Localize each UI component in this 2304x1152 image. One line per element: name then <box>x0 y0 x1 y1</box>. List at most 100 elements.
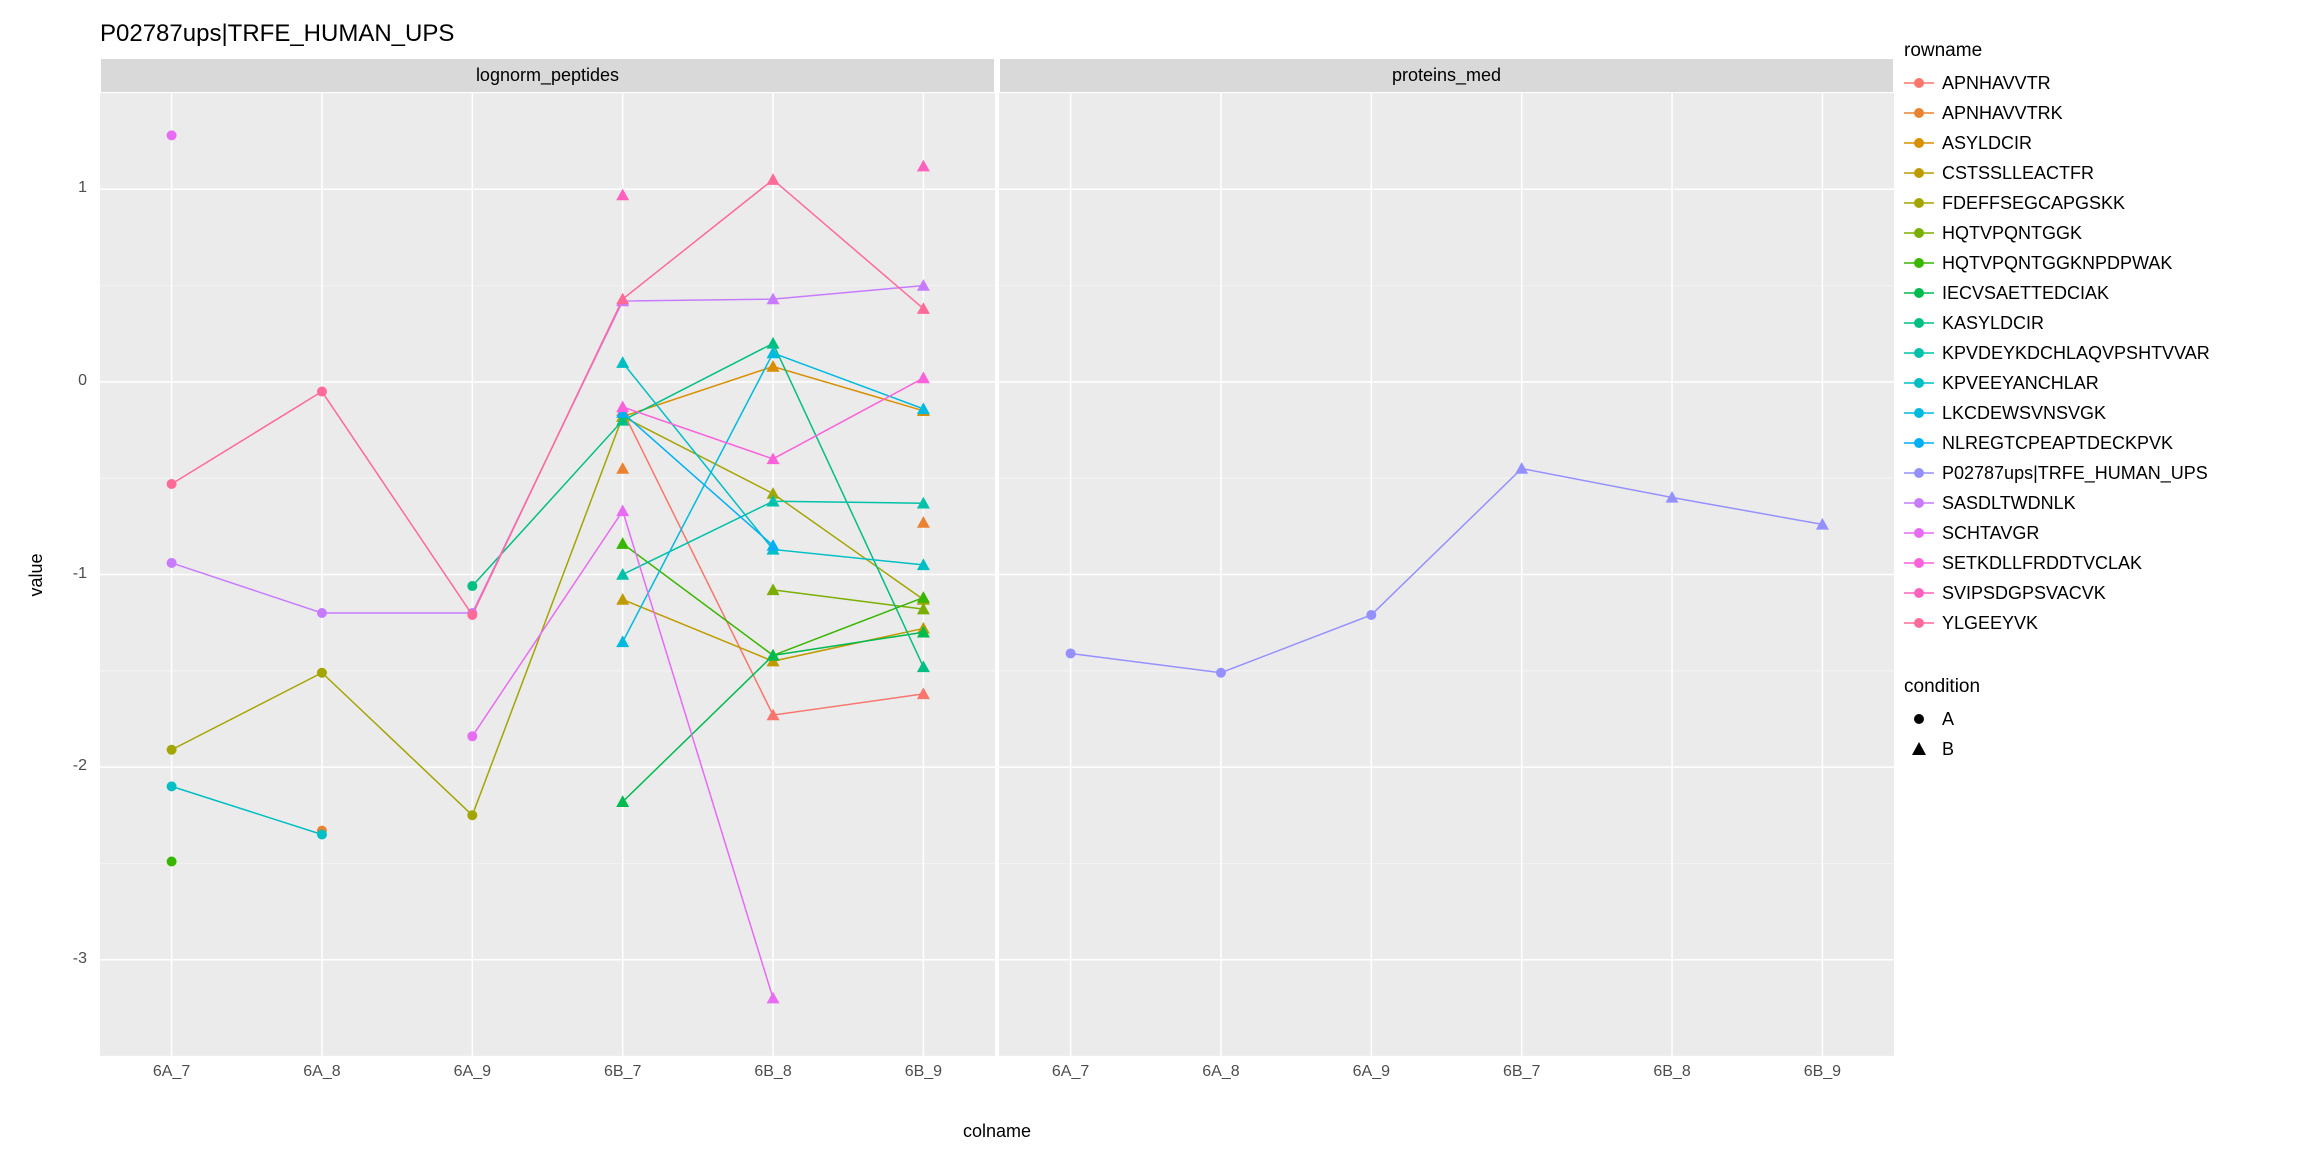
y-tick-label: -1 <box>73 565 87 583</box>
svg-text:6B_8: 6B_8 <box>754 1063 791 1080</box>
svg-text:6B_7: 6B_7 <box>604 1063 641 1080</box>
legend-shape-swatch <box>1904 708 1934 730</box>
legend-item: APNHAVVTR <box>1904 70 2284 96</box>
x-tick-area: 6A_7 6A_8 6A_9 6B_7 6B_8 6B_9 <box>100 1056 995 1116</box>
y-tick-label: -3 <box>73 950 87 968</box>
legend-label: CSTSSLLEACTFR <box>1942 163 2094 184</box>
svg-text:6A_7: 6A_7 <box>1052 1063 1089 1080</box>
y-tick-label: 0 <box>78 372 87 390</box>
svg-text:6B_9: 6B_9 <box>1804 1063 1841 1080</box>
legend-swatch <box>1904 252 1934 274</box>
plot-panel: -3-2-101value <box>100 93 995 1056</box>
legend-label: SETKDLLFRDDTVCLAK <box>1942 553 2142 574</box>
legend-swatch <box>1904 552 1934 574</box>
legend-item: KPVDEYKDCHLAQVPSHTVVAR <box>1904 340 2284 366</box>
legend-swatch <box>1904 222 1934 244</box>
legend-item: ASYLDCIR <box>1904 130 2284 156</box>
legend-item: FDEFFSEGCAPGSKK <box>1904 190 2284 216</box>
legend-label: SASDLTWDNLK <box>1942 493 2076 514</box>
legend-swatch <box>1904 72 1934 94</box>
legend-item: SCHTAVGR <box>1904 520 2284 546</box>
legend-condition-items: A B <box>1904 706 2284 762</box>
y-axis-title: value <box>26 553 47 596</box>
legend-item: APNHAVVTRK <box>1904 100 2284 126</box>
legend-label: APNHAVVTR <box>1942 73 2051 94</box>
legend-swatch <box>1904 192 1934 214</box>
y-tick-label: 1 <box>78 179 87 197</box>
legend-condition-label: B <box>1942 739 1954 760</box>
svg-text:6A_9: 6A_9 <box>454 1063 491 1080</box>
legend-label: HQTVPQNTGGKNPDPWAK <box>1942 253 2172 274</box>
legend-swatch <box>1904 372 1934 394</box>
y-tick-label: -2 <box>73 757 87 775</box>
legend-item: HQTVPQNTGGKNPDPWAK <box>1904 250 2284 276</box>
legend-label: ASYLDCIR <box>1942 133 2032 154</box>
legend-label: P02787ups|TRFE_HUMAN_UPS <box>1942 463 2208 484</box>
legend-label: SVIPSDGPSVACVK <box>1942 583 2106 604</box>
chart-area: P02787ups|TRFE_HUMAN_UPS lognorm_peptide… <box>10 10 1894 1142</box>
plot-panel <box>999 93 1894 1056</box>
legend-item: YLGEEYVK <box>1904 610 2284 636</box>
legend-condition: condition A B <box>1904 676 2284 762</box>
legend-swatch <box>1904 582 1934 604</box>
legend-label: HQTVPQNTGGK <box>1942 223 2082 244</box>
legend-label: APNHAVVTRK <box>1942 103 2063 124</box>
legend-item: NLREGTCPEAPTDECKPVK <box>1904 430 2284 456</box>
legend-condition-item: B <box>1904 736 2284 762</box>
legend-rowname-items: APNHAVVTR APNHAVVTRK ASYLDCIR CSTSSLLEAC… <box>1904 70 2284 636</box>
legend-shape-swatch <box>1904 738 1934 760</box>
legend-condition-label: A <box>1942 709 1954 730</box>
svg-text:6A_8: 6A_8 <box>303 1063 340 1080</box>
legend-swatch <box>1904 612 1934 634</box>
legend-item: KPVEEYANCHLAR <box>1904 370 2284 396</box>
legend-swatch <box>1904 432 1934 454</box>
legend-label: NLREGTCPEAPTDECKPVK <box>1942 433 2173 454</box>
legend-item: HQTVPQNTGGK <box>1904 220 2284 246</box>
legend-item: SASDLTWDNLK <box>1904 490 2284 516</box>
facet: proteins_med 6A_7 6A_8 6A_9 6B_7 6B_8 6B_9 <box>999 58 1894 1116</box>
legend-swatch <box>1904 102 1934 124</box>
legend-item: CSTSSLLEACTFR <box>1904 160 2284 186</box>
legend-label: FDEFFSEGCAPGSKK <box>1942 193 2125 214</box>
legend-label: IECVSAETTEDCIAK <box>1942 283 2109 304</box>
legend-label: KASYLDCIR <box>1942 313 2044 334</box>
x-axis-title: colname <box>10 1116 1894 1142</box>
legend-label: YLGEEYVK <box>1942 613 2038 634</box>
legend-item: IECVSAETTEDCIAK <box>1904 280 2284 306</box>
legend-swatch <box>1904 132 1934 154</box>
legend-condition-item: A <box>1904 706 2284 732</box>
legend-swatch <box>1904 462 1934 484</box>
legend: rowname APNHAVVTR APNHAVVTRK ASYLDCIR <box>1894 10 2294 1142</box>
x-tick-area: 6A_7 6A_8 6A_9 6B_7 6B_8 6B_9 <box>999 1056 1894 1116</box>
svg-text:6B_7: 6B_7 <box>1503 1063 1540 1080</box>
facet: lognorm_peptides-3-2-101value6A_76A_86A_… <box>100 58 995 1116</box>
facet-row: lognorm_peptides-3-2-101value6A_76A_86A_… <box>10 58 1894 1116</box>
legend-item: P02787ups|TRFE_HUMAN_UPS <box>1904 460 2284 486</box>
legend-swatch <box>1904 162 1934 184</box>
legend-item: SVIPSDGPSVACVK <box>1904 580 2284 606</box>
svg-text:6A_8: 6A_8 <box>1202 1063 1239 1080</box>
legend-swatch <box>1904 312 1934 334</box>
svg-text:6A_9: 6A_9 <box>1353 1063 1390 1080</box>
legend-label: KPVDEYKDCHLAQVPSHTVVAR <box>1942 343 2210 364</box>
legend-label: SCHTAVGR <box>1942 523 2039 544</box>
legend-swatch <box>1904 522 1934 544</box>
chart-title: P02787ups|TRFE_HUMAN_UPS <box>10 10 1894 58</box>
legend-label: LKCDEWSVNSVGK <box>1942 403 2106 424</box>
svg-text:6B_9: 6B_9 <box>905 1063 942 1080</box>
facet-strip: proteins_med <box>999 58 1894 93</box>
legend-swatch <box>1904 402 1934 424</box>
legend-rowname-title: rowname <box>1904 40 2284 62</box>
chart-container: P02787ups|TRFE_HUMAN_UPS lognorm_peptide… <box>0 0 2304 1152</box>
legend-swatch <box>1904 492 1934 514</box>
legend-item: LKCDEWSVNSVGK <box>1904 400 2284 426</box>
legend-item: KASYLDCIR <box>1904 310 2284 336</box>
svg-text:6B_8: 6B_8 <box>1653 1063 1690 1080</box>
legend-rowname: rowname APNHAVVTR APNHAVVTRK ASYLDCIR <box>1904 40 2284 636</box>
legend-item: SETKDLLFRDDTVCLAK <box>1904 550 2284 576</box>
legend-label: KPVEEYANCHLAR <box>1942 373 2099 394</box>
facet-strip: lognorm_peptides <box>100 58 995 93</box>
svg-text:6A_7: 6A_7 <box>153 1063 190 1080</box>
legend-swatch <box>1904 282 1934 304</box>
legend-swatch <box>1904 342 1934 364</box>
